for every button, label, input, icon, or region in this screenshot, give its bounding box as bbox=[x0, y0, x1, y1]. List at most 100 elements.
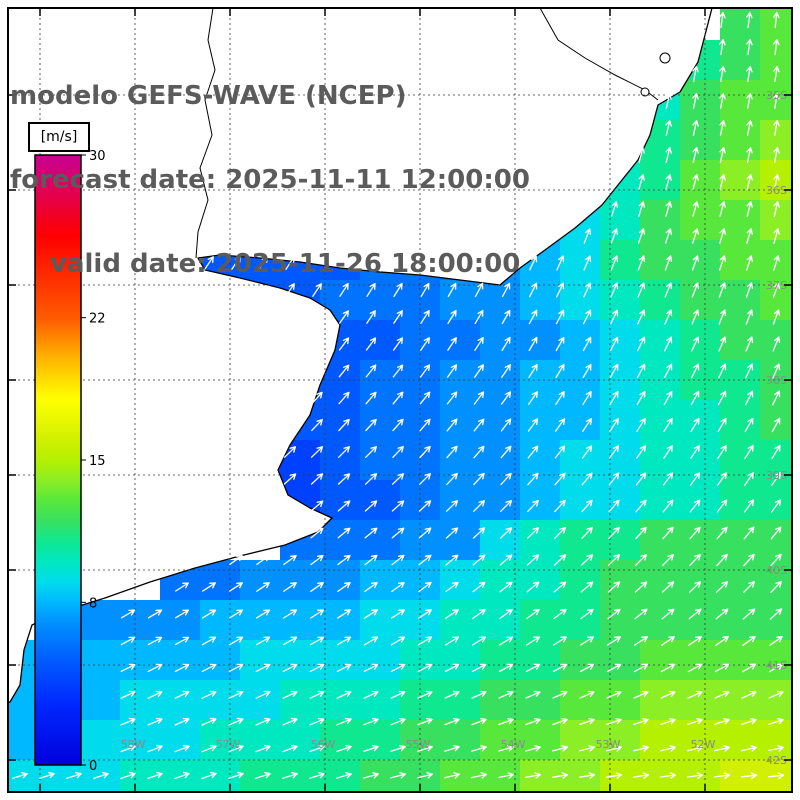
wind-speed-cell bbox=[440, 760, 481, 791]
wind-speed-cell bbox=[360, 440, 401, 481]
wind-speed-cell bbox=[240, 720, 281, 761]
wind-speed-cell bbox=[760, 480, 791, 521]
wind-speed-cell bbox=[760, 440, 791, 481]
wind-speed-cell bbox=[680, 440, 721, 481]
wind-speed-cell bbox=[280, 680, 321, 721]
lon-tick-label: 52W bbox=[691, 738, 716, 751]
wind-speed-cell bbox=[760, 160, 791, 201]
wind-speed-cell bbox=[520, 600, 561, 641]
wind-speed-cell bbox=[360, 280, 401, 321]
wind-speed-cell bbox=[480, 760, 521, 791]
wind-speed-cell bbox=[720, 600, 761, 641]
wind-speed-cell bbox=[480, 640, 521, 681]
wind-speed-cell bbox=[640, 320, 681, 361]
wind-speed-cell bbox=[520, 720, 561, 761]
wind-speed-cell bbox=[200, 600, 241, 641]
wind-speed-cell bbox=[640, 480, 681, 521]
wind-speed-cell bbox=[720, 160, 761, 201]
wind-speed-cell bbox=[80, 640, 121, 681]
wind-speed-cell bbox=[520, 440, 561, 481]
wind-speed-cell bbox=[680, 520, 721, 561]
wind-speed-cell bbox=[320, 480, 361, 521]
wind-speed-cell bbox=[280, 760, 321, 791]
colorbar-tick-label: 8 bbox=[89, 596, 97, 611]
wind-speed-cell bbox=[440, 720, 481, 761]
wind-speed-cell bbox=[360, 520, 401, 561]
wind-speed-cell bbox=[720, 200, 761, 241]
wind-speed-cell bbox=[720, 240, 761, 281]
wind-speed-cell bbox=[720, 400, 761, 441]
wind-speed-cell bbox=[640, 440, 681, 481]
island bbox=[640, 87, 650, 97]
forecast-date: forecast date: 2025-11-11 12:00:00 bbox=[10, 165, 530, 195]
wind-speed-cell bbox=[480, 280, 521, 321]
wind-speed-cell bbox=[440, 320, 481, 361]
wind-speed-cell bbox=[600, 280, 641, 321]
wind-speed-cell bbox=[640, 640, 681, 681]
wind-speed-cell bbox=[760, 40, 791, 81]
lon-tick-label: 56W bbox=[311, 738, 336, 751]
wind-speed-cell bbox=[480, 440, 521, 481]
wind-speed-cell bbox=[240, 600, 281, 641]
wind-speed-cell bbox=[760, 560, 791, 601]
wind-speed-cell bbox=[560, 680, 601, 721]
wind-speed-cell bbox=[520, 560, 561, 601]
wind-speed-cell bbox=[520, 320, 561, 361]
wind-speed-cell bbox=[360, 320, 401, 361]
wind-speed-cell bbox=[40, 760, 81, 791]
lat-tick-label: 36S bbox=[766, 184, 787, 197]
wind-speed-cell bbox=[760, 280, 791, 321]
wind-speed-cell bbox=[360, 560, 401, 601]
wind-speed-cell bbox=[480, 680, 521, 721]
model-title: modelo GEFS-WAVE (NCEP) bbox=[10, 81, 407, 111]
wind-speed-cell bbox=[440, 640, 481, 681]
wind-speed-cell bbox=[560, 240, 601, 281]
wind-speed-cell bbox=[360, 720, 401, 761]
wind-speed-cell bbox=[680, 720, 721, 761]
wind-speed-cell bbox=[440, 520, 481, 561]
wind-speed-cell bbox=[600, 440, 641, 481]
wind-speed-cell bbox=[480, 560, 521, 601]
wind-speed-cell bbox=[240, 760, 281, 791]
wind-speed-cell bbox=[640, 600, 681, 641]
wind-speed-cell bbox=[520, 760, 561, 791]
wind-speed-cell bbox=[200, 720, 241, 761]
colorbar-unit-label: [m/s] bbox=[28, 122, 90, 152]
lat-tick-label: 37S bbox=[766, 279, 787, 292]
wind-speed-cell bbox=[200, 560, 241, 601]
wind-speed-cell bbox=[200, 640, 241, 681]
wind-speed-cell bbox=[320, 680, 361, 721]
lon-tick-label: 54W bbox=[501, 738, 526, 751]
wind-speed-cell bbox=[240, 680, 281, 721]
island bbox=[659, 52, 671, 64]
wind-speed-cell bbox=[600, 200, 641, 241]
land-coastline bbox=[9, 9, 713, 703]
wind-speed-cell bbox=[600, 520, 641, 561]
lat-tick-label: 35S bbox=[766, 89, 787, 102]
wind-speed-cell bbox=[160, 680, 201, 721]
wind-speed-cell bbox=[120, 760, 161, 791]
wind-speed-cell bbox=[520, 480, 561, 521]
wind-speed-cell bbox=[640, 240, 681, 281]
wind-speed-cell bbox=[320, 440, 361, 481]
wind-speed-cell bbox=[560, 720, 601, 761]
wind-speed-cell bbox=[720, 280, 761, 321]
wind-speed-cell bbox=[680, 640, 721, 681]
frame-tick-marks bbox=[8, 8, 792, 792]
wind-speed-cell bbox=[280, 600, 321, 641]
wind-speed-cell bbox=[360, 640, 401, 681]
wind-speed-cell bbox=[760, 680, 791, 721]
wind-speed-cell bbox=[160, 720, 201, 761]
wind-speed-cell bbox=[240, 640, 281, 681]
wind-speed-cell bbox=[680, 400, 721, 441]
plot-frame bbox=[7, 7, 793, 793]
wind-speed-cell bbox=[120, 600, 161, 641]
wind-speed-cell bbox=[680, 320, 721, 361]
wind-speed-cell bbox=[320, 600, 361, 641]
wind-speed-cell bbox=[600, 240, 641, 281]
wind-speed-cell bbox=[480, 400, 521, 441]
wind-speed-cell bbox=[560, 520, 601, 561]
wind-speed-cell bbox=[680, 200, 721, 241]
wind-speed-cell bbox=[520, 400, 561, 441]
wind-speed-cell bbox=[600, 760, 641, 791]
